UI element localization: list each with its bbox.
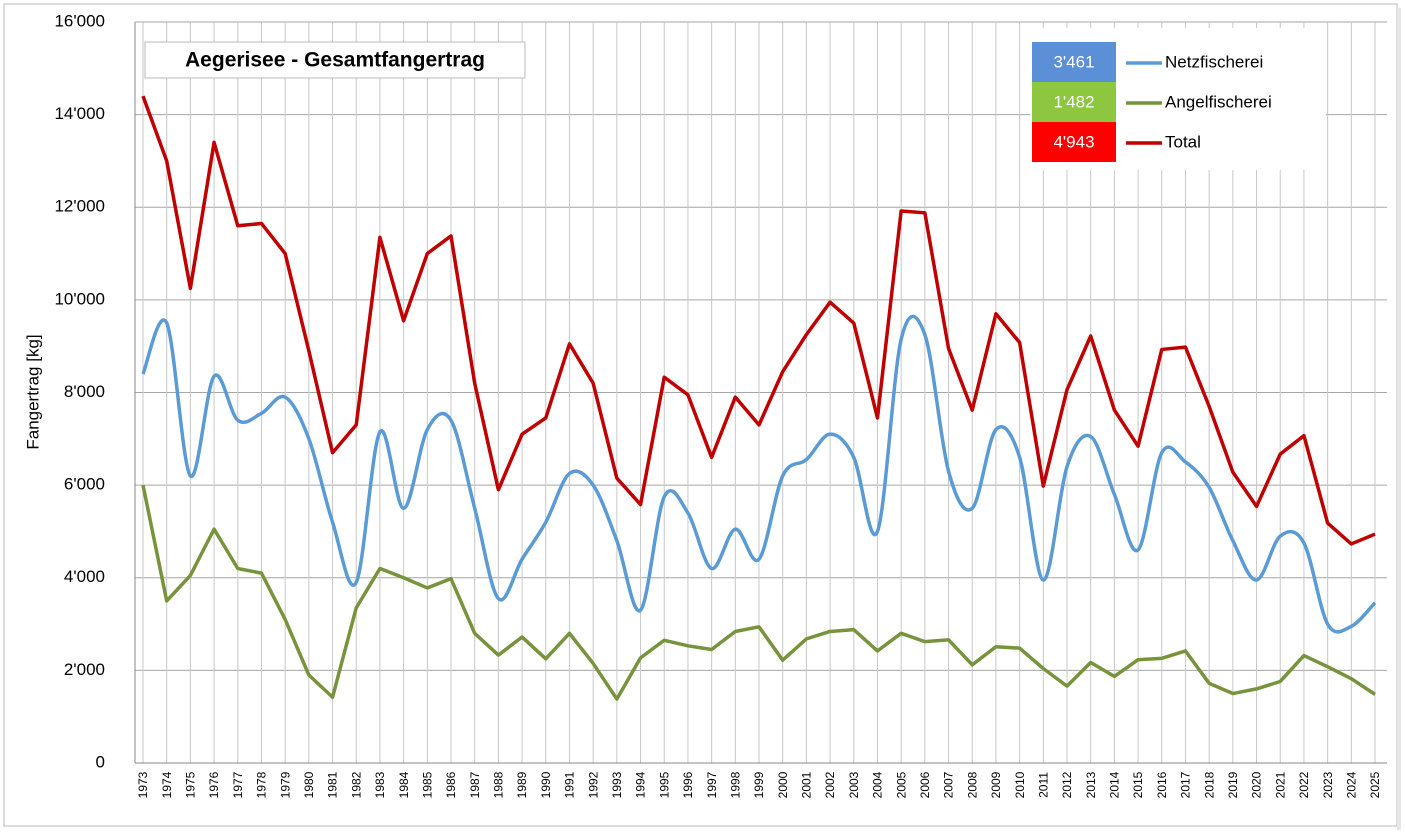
legend-label: Total xyxy=(1165,132,1201,151)
x-tick-label: 1998 xyxy=(728,771,742,798)
x-tick-label: 2019 xyxy=(1226,771,1240,798)
x-tick-label: 1987 xyxy=(468,771,482,798)
y-axis-label: Fangertrag [kg] xyxy=(23,334,42,449)
x-tick-label: 1985 xyxy=(420,771,434,798)
y-tick-label: 4'000 xyxy=(64,567,105,586)
x-tick-label: 1978 xyxy=(255,771,269,798)
y-tick-label: 14'000 xyxy=(54,104,105,123)
x-tick-label: 2022 xyxy=(1297,771,1311,798)
legend-value-box xyxy=(1032,122,1116,162)
frame-shadow xyxy=(1397,8,1401,830)
y-tick-label: 12'000 xyxy=(54,197,105,216)
x-tick-label: 1980 xyxy=(302,771,316,798)
x-tick-label: 1997 xyxy=(705,771,719,798)
x-tick-label: 2003 xyxy=(847,771,861,798)
legend-value: 1'482 xyxy=(1053,92,1094,111)
x-tick-label: 1984 xyxy=(397,771,411,798)
x-tick-label: 1974 xyxy=(160,771,174,798)
x-tick-label: 2014 xyxy=(1108,771,1122,798)
x-tick-label: 1983 xyxy=(373,771,387,798)
x-tick-label: 1994 xyxy=(634,771,648,798)
x-tick-label: 2011 xyxy=(1036,772,1050,798)
x-tick-label: 2008 xyxy=(965,771,979,798)
y-tick-label: 8'000 xyxy=(64,382,105,401)
x-tick-label: 2020 xyxy=(1250,771,1264,798)
x-tick-label: 2015 xyxy=(1131,771,1145,798)
x-tick-label: 2001 xyxy=(800,771,814,798)
x-tick-label: 1992 xyxy=(586,771,600,798)
x-tick-label: 2000 xyxy=(776,771,790,798)
y-tick-label: 16'000 xyxy=(54,11,105,30)
legend-value-box xyxy=(1032,42,1116,82)
x-tick-label: 1993 xyxy=(610,771,624,798)
x-tick-label: 1990 xyxy=(539,771,553,798)
y-tick-label: 10'000 xyxy=(54,289,105,308)
legend-label: Angelfischerei xyxy=(1165,92,1272,111)
x-tick-label: 1973 xyxy=(136,771,150,798)
legend-value: 3'461 xyxy=(1053,52,1094,71)
x-tick-label: 2007 xyxy=(942,771,956,798)
x-tick-label: 1977 xyxy=(231,771,245,798)
y-tick-label: 6'000 xyxy=(64,475,105,494)
x-tick-label: 1986 xyxy=(444,771,458,798)
x-tick-label: 2002 xyxy=(823,771,837,798)
x-tick-label: 1979 xyxy=(278,771,292,798)
x-tick-label: 1981 xyxy=(326,771,340,798)
x-tick-label: 2010 xyxy=(1013,771,1027,798)
legend-value: 4'943 xyxy=(1053,132,1094,151)
x-tick-label: 2017 xyxy=(1179,771,1193,798)
series-line xyxy=(141,314,1377,634)
x-tick-label: 1982 xyxy=(349,771,363,798)
x-tick-label: 2016 xyxy=(1155,771,1169,798)
x-tick-label: 1991 xyxy=(563,771,577,798)
x-tick-label: 2024 xyxy=(1344,771,1358,798)
x-tick-label: 2021 xyxy=(1273,771,1287,798)
x-tick-label: 1989 xyxy=(515,771,529,798)
x-tick-label: 2025 xyxy=(1368,771,1382,798)
legend-label: Netzfischerei xyxy=(1165,52,1263,71)
x-tick-label: 1976 xyxy=(207,771,221,798)
x-tick-label: 2012 xyxy=(1060,771,1074,798)
x-tick-label: 1995 xyxy=(657,771,671,798)
x-tick-label: 1975 xyxy=(184,771,198,798)
y-tick-label: 2'000 xyxy=(64,660,105,679)
x-tick-label: 2013 xyxy=(1084,771,1098,798)
x-tick-label: 1996 xyxy=(681,771,695,798)
x-tick-label: 2004 xyxy=(871,771,885,798)
x-tick-label: 2009 xyxy=(989,771,1003,798)
x-tick-label: 2005 xyxy=(894,771,908,798)
series-line xyxy=(141,484,1376,701)
series-line xyxy=(141,95,1376,546)
x-tick-label: 2006 xyxy=(918,771,932,798)
x-tick-label: 1999 xyxy=(752,771,766,798)
y-tick-label: 0 xyxy=(96,752,105,771)
title-box xyxy=(144,41,526,79)
legend-value-box xyxy=(1032,82,1116,122)
x-tick-label: 2023 xyxy=(1321,771,1335,798)
x-tick-label: 2018 xyxy=(1202,771,1216,798)
chart-title: Aegerisee - Gesamtfangertrag xyxy=(185,49,485,72)
x-tick-label: 1988 xyxy=(492,771,506,798)
